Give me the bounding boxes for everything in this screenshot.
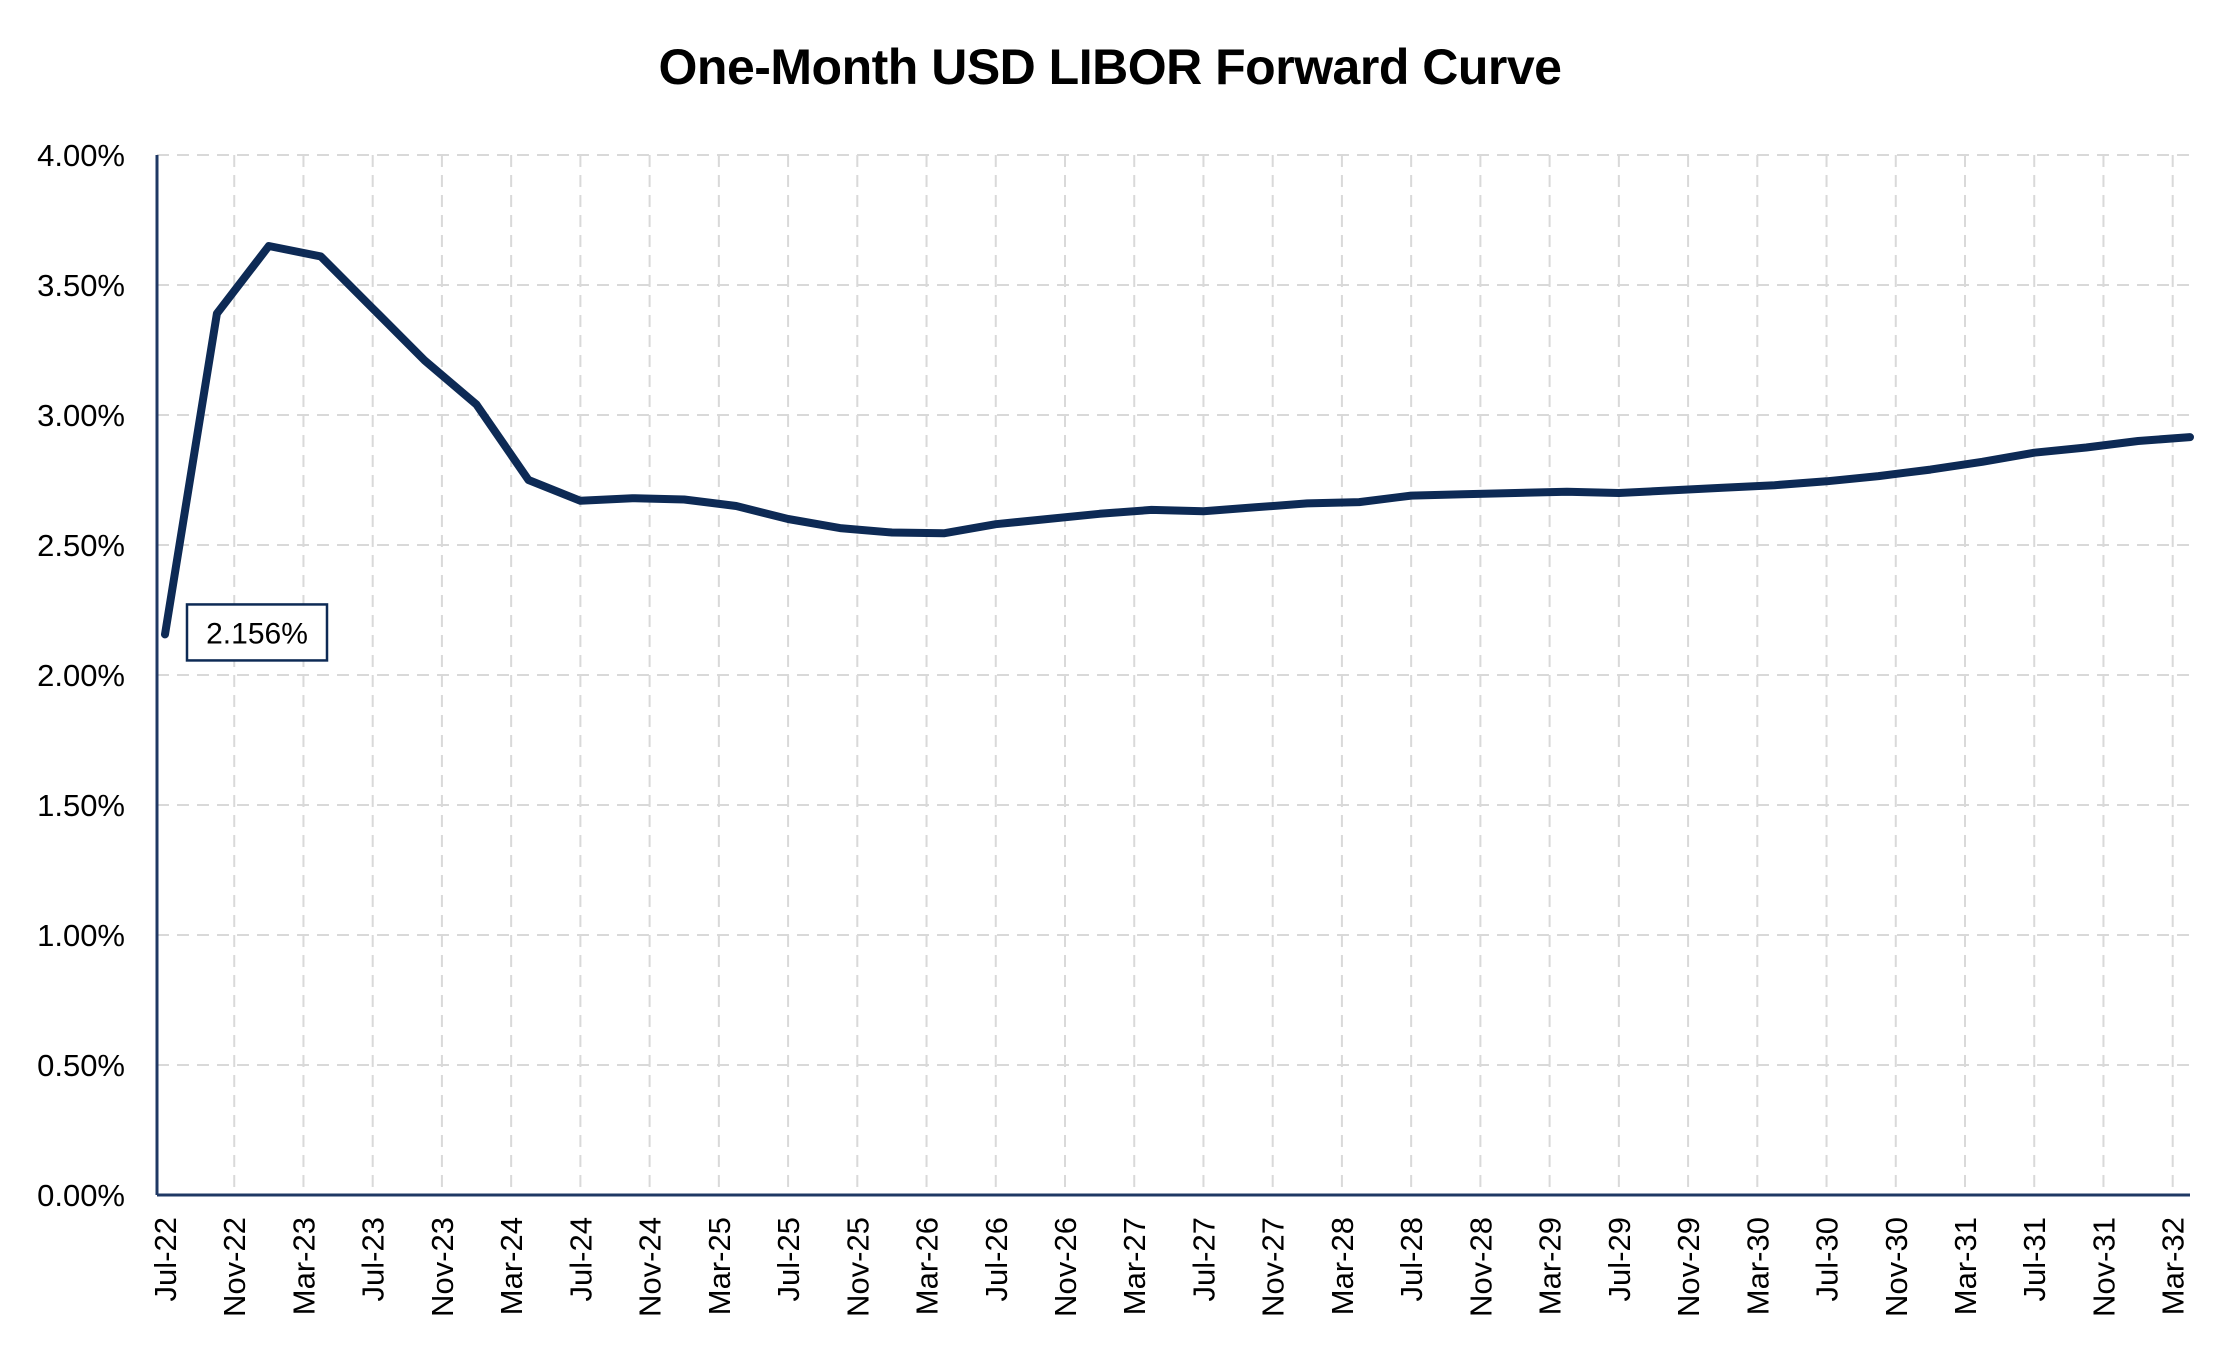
annotations: 2.156% [185,603,329,662]
x-tick-label: Jul-29 [1602,1217,1637,1301]
x-tick-label: Jul-28 [1394,1217,1429,1301]
y-tick-label: 2.00% [37,658,125,693]
y-tick-label: 1.50% [37,788,125,823]
x-tick-label: Nov-22 [217,1217,252,1317]
x-tick-label: Mar-27 [1117,1217,1152,1315]
x-tick-label: Mar-31 [1948,1217,1983,1315]
y-tick-label: 0.50% [37,1048,125,1083]
x-tick-label: Jul-25 [771,1217,806,1301]
x-tick-label: Jul-30 [1810,1217,1845,1301]
x-tick-label: Nov-23 [425,1217,460,1317]
chart-title: One-Month USD LIBOR Forward Curve [658,39,1562,95]
y-tick-label: 4.00% [37,138,125,173]
x-tick-label: Mar-32 [2156,1217,2191,1315]
x-tick-label: Nov-29 [1671,1217,1706,1317]
x-tick-label: Jul-31 [2017,1217,2052,1301]
axes [155,155,2190,1197]
x-tick-label: Jul-23 [356,1217,391,1301]
x-axis-ticks: Jul-22 Nov-22 Mar-23 Jul-23 Nov-23 Mar-24 Jul-… [148,1217,2191,1317]
y-tick-label: 3.00% [37,398,125,433]
x-tick-label: Mar-26 [910,1217,945,1315]
x-tick-label: Mar-28 [1325,1217,1360,1315]
x-tick-label: Nov-30 [1879,1217,1914,1317]
y-tick-label: 0.00% [37,1178,125,1213]
series-group [161,242,2194,639]
y-axis-ticks: 0.00% 0.50% 1.00% 1.50% 2.00% 2.50% 3.00% 3.50%… [37,138,125,1213]
x-tick-label: Nov-31 [2086,1217,2121,1317]
x-tick-label: Jul-24 [563,1217,598,1301]
x-tick-label: Jul-27 [1186,1217,1221,1301]
x-tick-label: Jul-26 [979,1217,1014,1301]
x-tick-label: Mar-25 [702,1217,737,1315]
series-line [161,242,2194,639]
x-tick-label: Nov-28 [1463,1217,1498,1317]
x-tick-label: Jul-22 [148,1217,183,1301]
y-tick-label: 2.50% [37,528,125,563]
x-tick-label: Nov-25 [840,1217,875,1317]
x-tick-label: Mar-29 [1533,1217,1568,1315]
y-tick-label: 3.50% [37,268,125,303]
grid [157,154,2190,1195]
x-tick-label: Mar-23 [286,1217,321,1315]
y-tick-label: 1.00% [37,918,125,953]
x-tick-label: Mar-30 [1740,1217,1775,1315]
x-tick-label: Nov-26 [1048,1217,1083,1317]
x-tick-label: Nov-27 [1256,1217,1291,1317]
x-tick-label: Mar-24 [494,1217,529,1315]
x-tick-label: Nov-24 [633,1217,668,1317]
data-label-box [185,603,329,662]
data-label: 2.156% [206,617,308,650]
